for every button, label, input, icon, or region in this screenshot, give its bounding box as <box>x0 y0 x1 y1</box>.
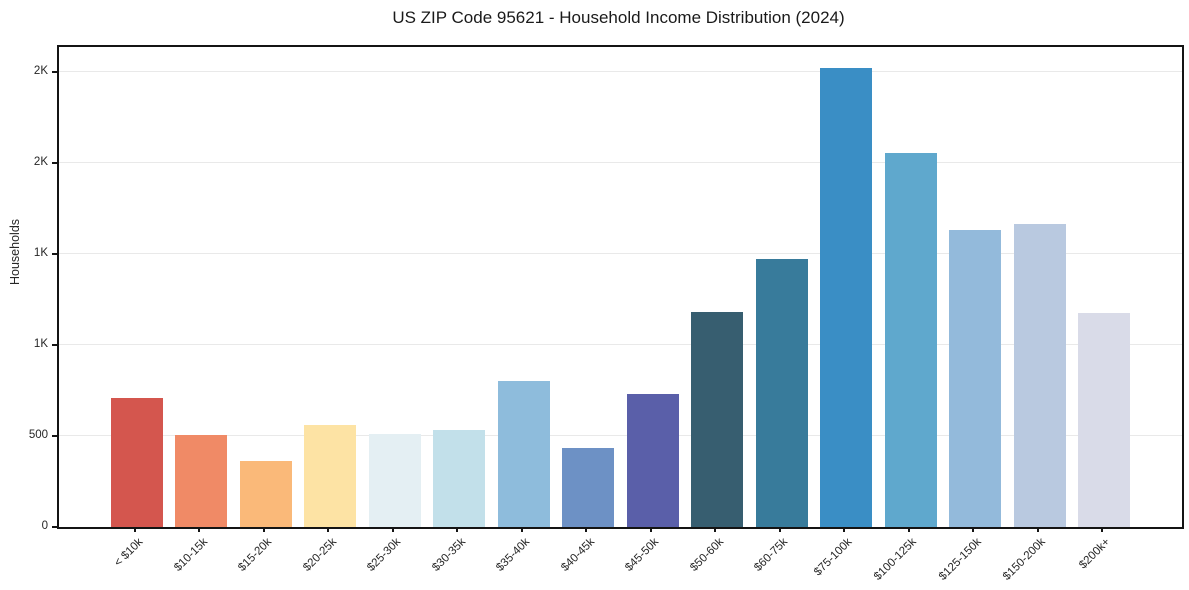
x-tick-mark <box>585 527 588 532</box>
y-tick-mark <box>52 70 57 73</box>
y-tick-label: 0 <box>41 520 48 532</box>
y-tick-label: 500 <box>28 428 48 441</box>
x-tick-mark <box>843 527 846 532</box>
y-tick-label: 2K <box>33 64 48 77</box>
bar <box>497 381 550 527</box>
x-tick-mark <box>778 527 781 532</box>
bar <box>304 425 357 527</box>
x-tick-mark <box>1101 527 1103 532</box>
y-tick-mark <box>52 161 57 164</box>
y-tick-mark <box>52 526 57 528</box>
x-tick-mark <box>972 527 975 532</box>
gridline <box>59 161 1182 163</box>
x-tick-mark <box>327 527 330 532</box>
y-tick-label: 2K <box>33 155 48 168</box>
x-tick-mark <box>714 527 717 532</box>
x-tick-mark <box>391 527 394 532</box>
x-tick-mark <box>456 527 459 532</box>
bar <box>626 394 679 527</box>
y-tick-label: 1K <box>33 246 48 259</box>
bar <box>755 259 808 527</box>
bar <box>949 230 1002 527</box>
x-tick-mark <box>649 527 652 532</box>
bar <box>175 435 228 527</box>
bar <box>368 434 421 527</box>
bar <box>433 430 486 527</box>
chart-title: US ZIP Code 95621 - Household Income Dis… <box>392 8 845 27</box>
x-tick-mark <box>907 527 910 532</box>
y-tick-mark <box>52 252 57 255</box>
x-tick-mark <box>198 527 201 532</box>
plot-area <box>57 45 1184 529</box>
gridline <box>59 70 1182 72</box>
bar <box>820 68 873 527</box>
x-tick-mark <box>520 527 523 532</box>
x-tick-mark <box>134 527 136 532</box>
x-tick-mark <box>1036 527 1039 532</box>
bar <box>562 448 615 527</box>
bar <box>239 461 292 527</box>
gridline <box>59 435 1182 436</box>
bar <box>1078 313 1130 527</box>
bar <box>111 398 163 527</box>
y-tick-mark <box>52 343 57 346</box>
gridline <box>59 343 1182 345</box>
x-tick-mark <box>262 527 265 532</box>
y-tick-label: 1K <box>33 337 48 350</box>
bar <box>691 312 744 527</box>
y-tick-mark <box>52 434 57 437</box>
gridline <box>59 252 1182 254</box>
bar <box>884 153 937 527</box>
bar <box>1013 224 1066 527</box>
